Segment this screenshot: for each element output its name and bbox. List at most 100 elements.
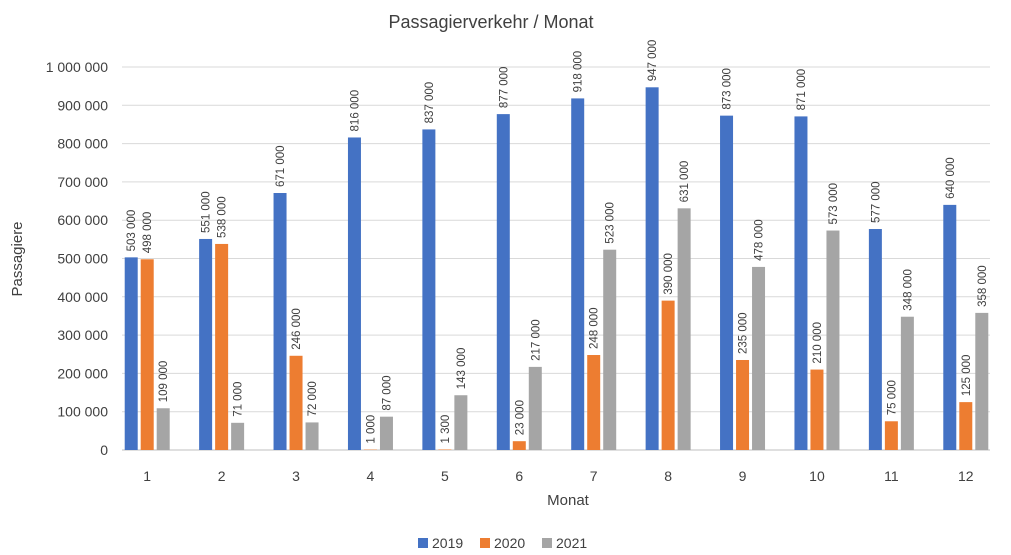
bar-2021-7 <box>603 249 617 450</box>
bar-2020-1 <box>140 259 154 450</box>
x-tick-label: 7 <box>590 468 598 484</box>
data-label-2021-9: 478 000 <box>754 219 766 261</box>
bar-2020-7 <box>587 355 601 450</box>
bar-2021-9 <box>752 266 766 450</box>
x-axis-title: Monat <box>547 492 590 509</box>
legend-swatch-2020 <box>480 538 490 548</box>
bar-2019-4 <box>347 137 361 451</box>
data-label-2020-6: 23 000 <box>514 400 526 435</box>
data-label-2021-2: 71 000 <box>233 382 245 417</box>
bar-2019-11 <box>868 229 882 450</box>
data-label-2019-1: 503 000 <box>126 210 138 252</box>
y-tick-label: 800 000 <box>57 136 108 152</box>
x-axis-ticks: 1 2 3 4 5 6 7 8 9 10 11 12 <box>143 468 973 484</box>
y-tick-label: 400 000 <box>57 289 108 305</box>
y-axis-title: Passagiere <box>9 221 26 296</box>
bar-2019-2 <box>199 238 213 450</box>
data-label-2019-11: 577 000 <box>870 181 882 223</box>
bar-2019-6 <box>496 114 510 450</box>
bar-2019-12 <box>943 204 957 450</box>
bar-2021-10 <box>826 230 840 450</box>
bar-2019-8 <box>645 87 659 450</box>
legend-label-2020: 2020 <box>494 535 525 551</box>
gridlines <box>122 66 990 451</box>
bar-2019-3 <box>273 193 287 450</box>
data-label-2019-10: 871 000 <box>796 69 808 111</box>
bar-2020-3 <box>289 355 303 450</box>
bar-2019-7 <box>571 98 585 450</box>
bar-2020-9 <box>736 359 750 450</box>
y-tick-label: 0 <box>100 442 108 458</box>
x-tick-label: 6 <box>515 468 523 484</box>
bar-2019-9 <box>720 115 734 451</box>
data-label-2020-2: 538 000 <box>217 196 229 238</box>
legend-swatch-2019 <box>418 538 428 548</box>
x-tick-label: 2 <box>218 468 226 484</box>
legend: 2019 2020 2021 <box>418 535 587 551</box>
x-tick-label: 4 <box>367 468 375 484</box>
data-label-2020-12: 125 000 <box>961 355 973 397</box>
bar-2019-1 <box>124 257 138 450</box>
data-label-2021-11: 348 000 <box>902 269 914 311</box>
data-label-2020-8: 390 000 <box>663 253 675 295</box>
y-tick-label: 500 000 <box>57 251 108 267</box>
data-label-2019-12: 640 000 <box>945 157 957 199</box>
chart-title: Passagierverkehr / Monat <box>388 12 593 32</box>
bar-2019-10 <box>794 116 808 451</box>
legend-label-2021: 2021 <box>556 535 587 551</box>
legend-swatch-2021 <box>542 538 552 548</box>
x-tick-label: 1 <box>143 468 151 484</box>
data-labels: 503 000 498 000 109 000 551 000 538 000 71 00… <box>126 40 989 444</box>
bar-2021-4 <box>379 416 393 450</box>
y-tick-label: 700 000 <box>57 174 108 190</box>
bar-2020-8 <box>661 300 675 450</box>
data-label-2021-12: 358 000 <box>977 265 989 307</box>
data-label-2021-6: 217 000 <box>530 319 542 361</box>
data-label-2020-10: 210 000 <box>812 322 824 364</box>
data-label-2019-9: 873 000 <box>722 68 734 110</box>
data-label-2019-8: 947 000 <box>647 40 659 82</box>
y-tick-label: 100 000 <box>57 404 108 420</box>
x-tick-label: 11 <box>884 468 899 484</box>
bar-2021-8 <box>677 208 691 450</box>
data-label-2020-4: 1 000 <box>365 415 377 444</box>
y-tick-label: 200 000 <box>57 365 108 381</box>
bar-2020-11 <box>884 421 898 450</box>
data-label-2021-7: 523 000 <box>605 202 617 244</box>
data-label-2020-5: 1 300 <box>440 415 452 444</box>
bar-2021-6 <box>528 366 542 450</box>
data-label-2021-5: 143 000 <box>456 348 468 390</box>
data-label-2019-5: 837 000 <box>424 82 436 124</box>
data-label-2019-3: 671 000 <box>275 145 287 187</box>
bar-2021-3 <box>305 422 319 450</box>
bar-2021-1 <box>156 408 170 450</box>
data-label-2019-4: 816 000 <box>349 90 361 132</box>
data-label-2021-3: 72 000 <box>307 381 319 416</box>
y-tick-label: 900 000 <box>57 97 108 113</box>
bar-2020-10 <box>810 369 824 450</box>
x-tick-label: 5 <box>441 468 449 484</box>
data-label-2019-7: 918 000 <box>573 51 585 93</box>
bar-2020-12 <box>959 402 973 450</box>
x-tick-label: 3 <box>292 468 300 484</box>
data-label-2021-10: 573 000 <box>828 183 840 225</box>
y-tick-label: 300 000 <box>57 327 108 343</box>
bar-2021-5 <box>454 395 468 450</box>
data-label-2020-1: 498 000 <box>142 212 154 254</box>
data-label-2021-8: 631 000 <box>679 161 691 203</box>
data-label-2019-6: 877 000 <box>498 67 510 109</box>
x-tick-label: 12 <box>958 468 974 484</box>
data-label-2020-11: 75 000 <box>886 380 898 415</box>
bar-2020-2 <box>215 243 229 450</box>
x-tick-label: 8 <box>664 468 672 484</box>
data-label-2021-4: 87 000 <box>381 375 393 410</box>
data-label-2019-2: 551 000 <box>201 191 213 233</box>
y-axis-ticks: 0 100 000 200 000 300 000 400 000 500 000 600 … <box>46 59 109 458</box>
x-tick-label: 9 <box>739 468 747 484</box>
bar-2020-6 <box>512 441 526 450</box>
bar-2021-12 <box>975 312 989 450</box>
bar-2021-11 <box>900 316 914 450</box>
bars <box>124 87 989 451</box>
y-tick-label: 600 000 <box>57 212 108 228</box>
data-label-2020-9: 235 000 <box>738 312 750 354</box>
